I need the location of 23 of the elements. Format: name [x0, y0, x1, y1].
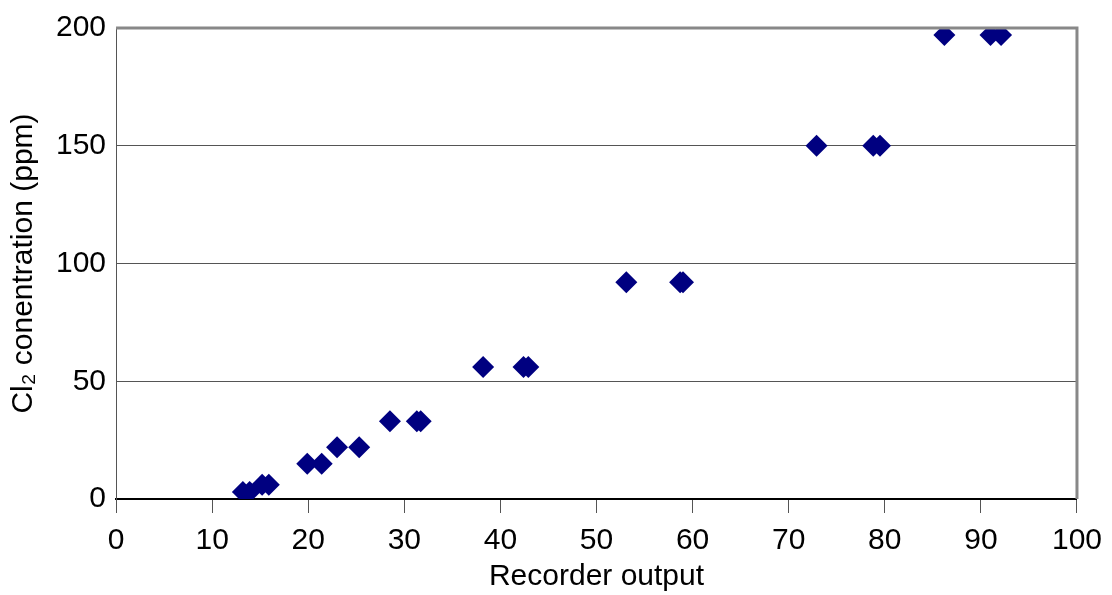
- y-axis-title: Cl₂ conentration (ppm): [5, 113, 39, 414]
- point: [348, 436, 371, 459]
- point: [615, 271, 638, 294]
- x-tick-label: 60: [675, 522, 710, 556]
- x-tick-label: 70: [772, 522, 806, 556]
- point: [326, 436, 349, 459]
- x-tick-label: 20: [291, 522, 325, 556]
- y-tick-label: 100: [55, 244, 107, 278]
- y-tick-label: 150: [55, 127, 107, 161]
- point: [378, 410, 401, 433]
- x-tick-label: 30: [387, 522, 422, 556]
- x-axis-title: Recorder output: [488, 558, 705, 592]
- y-tick-label: 0: [89, 480, 107, 514]
- point: [805, 134, 828, 157]
- x-tick-label: 10: [195, 522, 229, 556]
- x-tick-label: 90: [964, 522, 998, 556]
- x-tick-label: 40: [483, 522, 518, 556]
- x-tick-label: 80: [868, 522, 902, 556]
- point: [472, 356, 495, 379]
- x-tick-label: 50: [579, 522, 614, 556]
- y-tick-label: 50: [72, 362, 107, 396]
- x-tick-label: 100: [1051, 522, 1102, 556]
- y-tick-label: 200: [55, 9, 107, 43]
